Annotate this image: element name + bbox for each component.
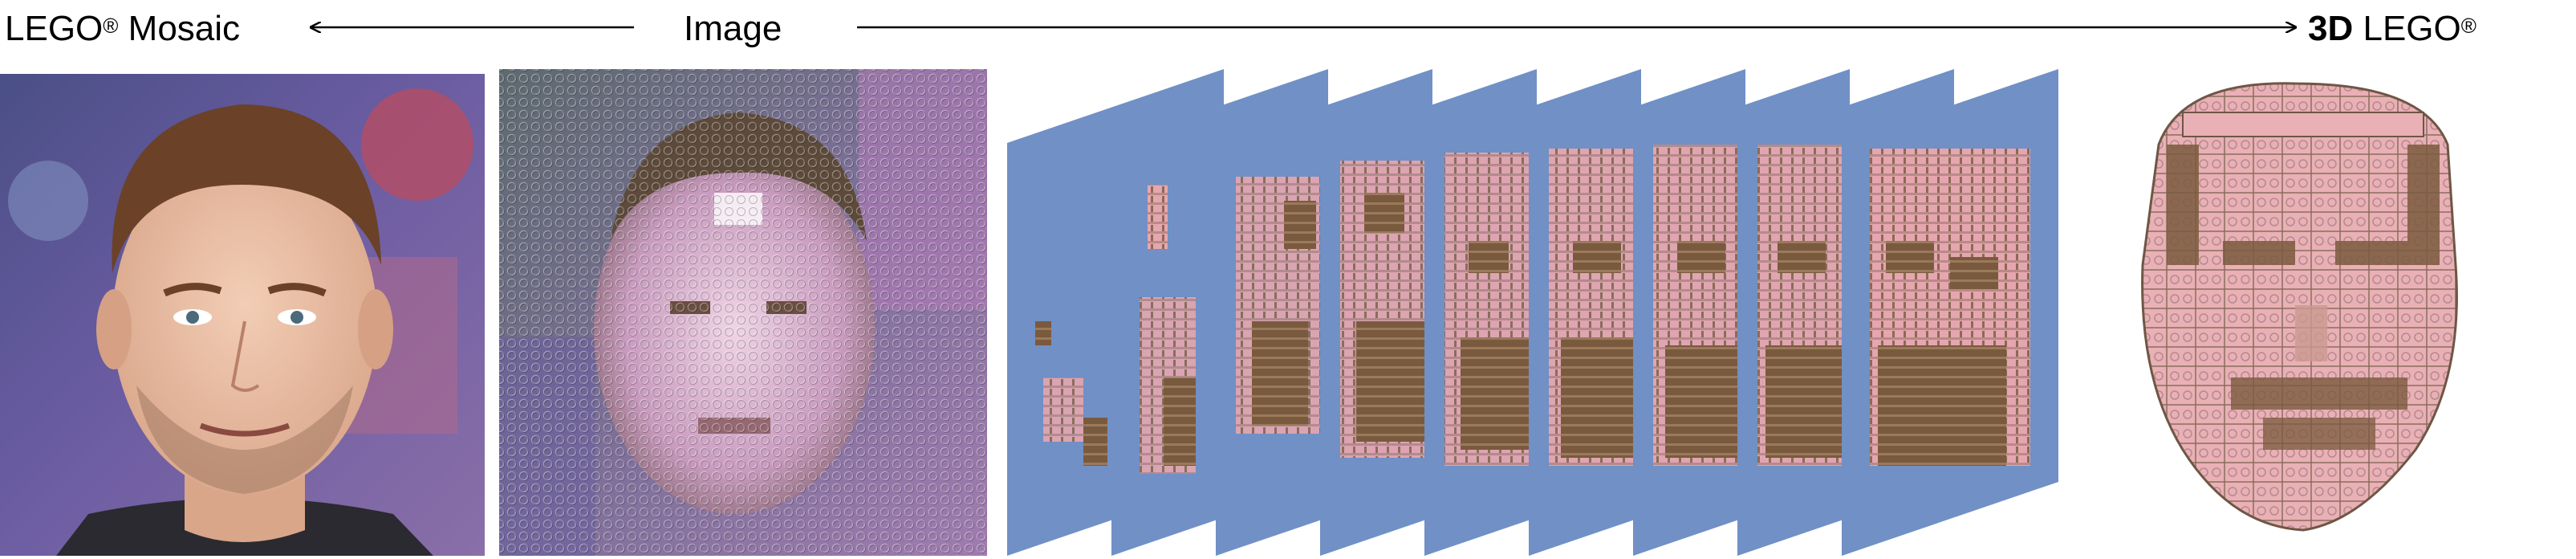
face-photo xyxy=(0,74,485,556)
depth-slices xyxy=(1007,69,2058,556)
label-lego-mosaic-suffix: Mosaic xyxy=(118,9,241,48)
label-3d-text: LEGO xyxy=(2353,9,2461,48)
registered-mark-3d: ® xyxy=(2460,14,2476,38)
label-3d-bold: 3D xyxy=(2308,9,2354,48)
label-image: Image xyxy=(684,9,782,48)
registered-mark: ® xyxy=(103,14,119,38)
lego-3d-head xyxy=(2141,82,2458,532)
label-lego-mosaic-text: LEGO xyxy=(5,9,104,48)
label-3d-lego: 3D LEGO® xyxy=(2308,5,2476,53)
lego-mosaic-grid xyxy=(499,69,987,556)
label-lego-mosaic: LEGO® Mosaic xyxy=(5,5,240,53)
slice-9 xyxy=(1842,69,2058,556)
